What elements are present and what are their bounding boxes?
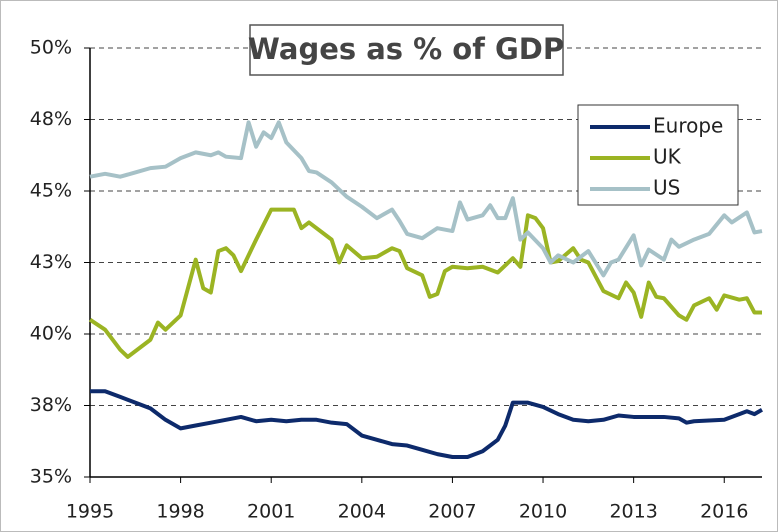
x-tick-label: 2016	[700, 501, 748, 523]
y-tick-label: 48%	[30, 108, 72, 130]
x-tick-label: 2004	[338, 501, 386, 523]
y-tick-label: 45%	[30, 180, 72, 202]
legend: Europe UK US	[590, 114, 723, 200]
y-tick-label: 40%	[30, 323, 72, 345]
chart-title: Wages as % of GDP	[248, 32, 564, 66]
y-tick-label: 43%	[30, 251, 72, 273]
plot-area: 35% 38% 40% 43% 45% 48% 50% 1995 1998 2001 2004 200…	[30, 37, 763, 523]
legend-label: US	[653, 176, 680, 200]
x-tick-label: 2001	[247, 501, 295, 523]
line-1	[88, 207, 762, 359]
legend-label: UK	[653, 145, 682, 169]
legend-label: Europe	[653, 114, 723, 138]
x-tick-label: 2013	[609, 501, 657, 523]
y-tick-label: 38%	[30, 394, 72, 416]
y-tick-label: 50%	[30, 37, 72, 59]
line-0	[90, 389, 763, 459]
line-2	[89, 120, 763, 278]
x-tick-label: 1998	[156, 501, 204, 523]
y-tick-label: 35%	[30, 466, 72, 488]
title-box	[249, 24, 564, 76]
x-tick-label: 2010	[519, 501, 567, 523]
x-tick-label: 2007	[428, 501, 476, 523]
x-tick-label: 1995	[66, 501, 114, 523]
